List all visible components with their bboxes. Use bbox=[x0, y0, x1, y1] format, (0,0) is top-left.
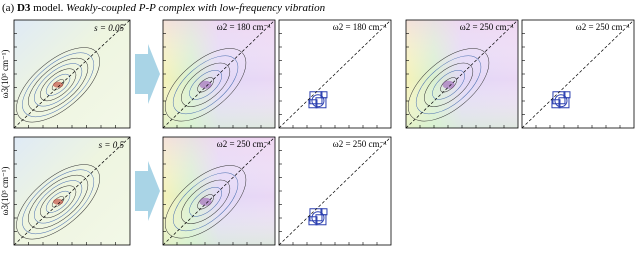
contour bbox=[45, 73, 71, 96]
contour bbox=[197, 194, 214, 210]
diagonal bbox=[13, 19, 131, 129]
arrow bbox=[135, 161, 160, 221]
caption-label: (a) bbox=[2, 2, 15, 14]
diagonal bbox=[162, 136, 276, 246]
diagonal bbox=[278, 19, 392, 129]
marker bbox=[308, 216, 318, 226]
contour bbox=[16, 164, 100, 240]
contour bbox=[416, 55, 482, 115]
peak bbox=[53, 198, 64, 205]
contour bbox=[22, 52, 94, 117]
omega-label: ω2 = 250 cm⁻¹ bbox=[217, 139, 271, 149]
peak bbox=[199, 197, 212, 206]
diagonal bbox=[162, 19, 276, 129]
contour bbox=[440, 77, 457, 93]
contour bbox=[197, 77, 214, 93]
omega-label: ω2 = 180 cm⁻¹ bbox=[333, 22, 387, 32]
contour bbox=[181, 179, 231, 224]
marker bbox=[320, 91, 328, 99]
contour bbox=[164, 48, 247, 122]
caption-model-suffix: model. bbox=[33, 2, 63, 14]
marker bbox=[308, 99, 318, 109]
contour bbox=[181, 62, 231, 107]
caption-description: Weakly-coupled P-P complex with low-freq… bbox=[66, 2, 325, 14]
diagonal bbox=[13, 136, 131, 246]
caption: (a) D3 model. Weakly-coupled P-P complex… bbox=[2, 2, 326, 14]
peak bbox=[442, 80, 455, 89]
marker bbox=[311, 94, 325, 108]
marker bbox=[554, 94, 568, 108]
omega-label: ω2 = 250 cm⁻¹ bbox=[460, 22, 514, 32]
contour bbox=[22, 169, 94, 234]
marker bbox=[320, 208, 328, 216]
spectrum-bg bbox=[14, 20, 130, 128]
contour bbox=[16, 47, 100, 123]
contour bbox=[40, 68, 77, 102]
diagonal bbox=[278, 136, 392, 246]
omega-label: ω2 = 250 cm⁻¹ bbox=[333, 139, 387, 149]
contour bbox=[173, 172, 239, 232]
y-axis-label: ω3(10³ cm⁻¹) bbox=[0, 167, 10, 216]
contour bbox=[164, 165, 247, 239]
spectrum-bg bbox=[14, 137, 130, 245]
diagonal bbox=[405, 19, 519, 129]
caption-model: D3 bbox=[17, 2, 31, 14]
marker bbox=[311, 211, 325, 225]
diagonal bbox=[521, 19, 635, 129]
s-label: s = 0.05 bbox=[94, 23, 124, 33]
contour bbox=[45, 190, 71, 213]
marker bbox=[551, 99, 561, 109]
s-label: s = 0.5 bbox=[99, 140, 125, 150]
contour bbox=[40, 185, 77, 219]
marker bbox=[563, 91, 571, 99]
contour bbox=[173, 55, 239, 115]
contour bbox=[424, 62, 474, 107]
contour bbox=[407, 48, 490, 122]
peak bbox=[53, 81, 64, 88]
y-axis-label: ω3(10³ cm⁻¹) bbox=[0, 50, 10, 99]
arrow bbox=[135, 44, 160, 104]
omega-label: ω2 = 180 cm⁻¹ bbox=[217, 22, 271, 32]
peak bbox=[199, 80, 212, 89]
omega-label: ω2 = 250 cm⁻¹ bbox=[576, 22, 630, 32]
